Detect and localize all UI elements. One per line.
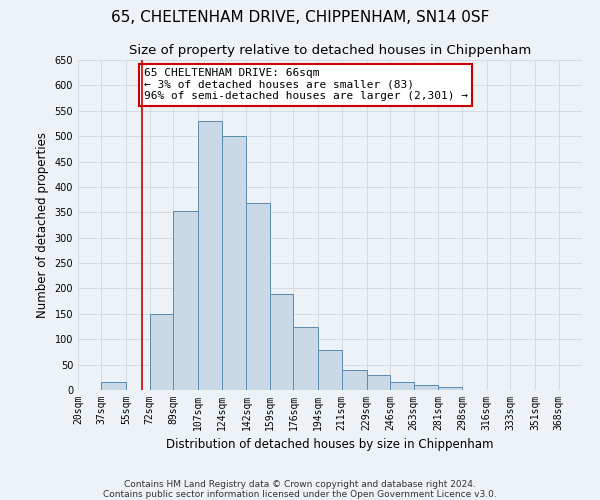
Title: Size of property relative to detached houses in Chippenham: Size of property relative to detached ho…: [129, 44, 531, 58]
Bar: [439, 388, 462, 390]
Bar: [150, 314, 173, 390]
Bar: [318, 350, 342, 390]
X-axis label: Distribution of detached houses by size in Chippenham: Distribution of detached houses by size …: [166, 438, 494, 452]
Bar: [221, 136, 247, 390]
Bar: [247, 202, 270, 390]
Bar: [101, 382, 127, 390]
Bar: [342, 370, 367, 390]
Bar: [293, 326, 318, 390]
Bar: [198, 121, 221, 390]
Bar: [390, 382, 413, 390]
Text: Contains HM Land Registry data © Crown copyright and database right 2024.
Contai: Contains HM Land Registry data © Crown c…: [103, 480, 497, 499]
Text: 65, CHELTENHAM DRIVE, CHIPPENHAM, SN14 0SF: 65, CHELTENHAM DRIVE, CHIPPENHAM, SN14 0…: [111, 10, 489, 25]
Bar: [173, 211, 198, 390]
Y-axis label: Number of detached properties: Number of detached properties: [36, 132, 49, 318]
Text: 65 CHELTENHAM DRIVE: 66sqm
← 3% of detached houses are smaller (83)
96% of semi-: 65 CHELTENHAM DRIVE: 66sqm ← 3% of detac…: [143, 68, 467, 102]
Bar: [270, 294, 293, 390]
Bar: [413, 385, 439, 390]
Bar: [367, 375, 390, 390]
